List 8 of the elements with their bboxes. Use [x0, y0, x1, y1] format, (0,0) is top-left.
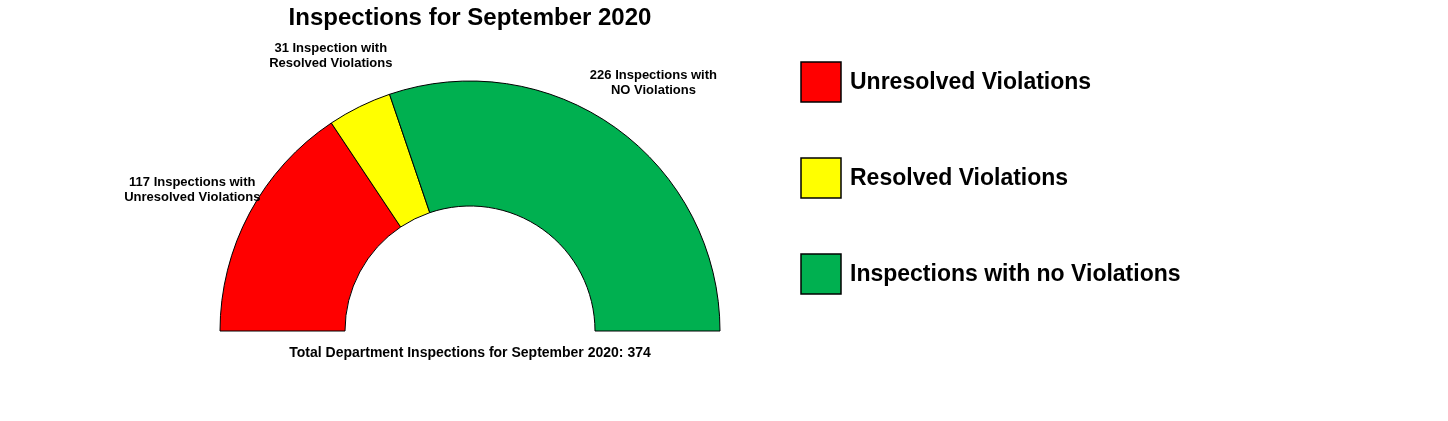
legend-label: Unresolved Violations	[850, 68, 1092, 94]
legend-label: Inspections with no Violations	[850, 260, 1181, 286]
data-label: 226 Inspections with NO Violations	[589, 66, 718, 97]
chart-title: Inspections for September 2020	[288, 3, 652, 31]
legend-label: Resolved Violations	[850, 164, 1069, 190]
data-label: 117 Inspections with Unresolved Violations	[124, 174, 261, 205]
data-label: 31 Inspection with Resolved Violations	[269, 40, 393, 71]
text: Total Department Inspections for September 2020: 374	[289, 344, 651, 360]
